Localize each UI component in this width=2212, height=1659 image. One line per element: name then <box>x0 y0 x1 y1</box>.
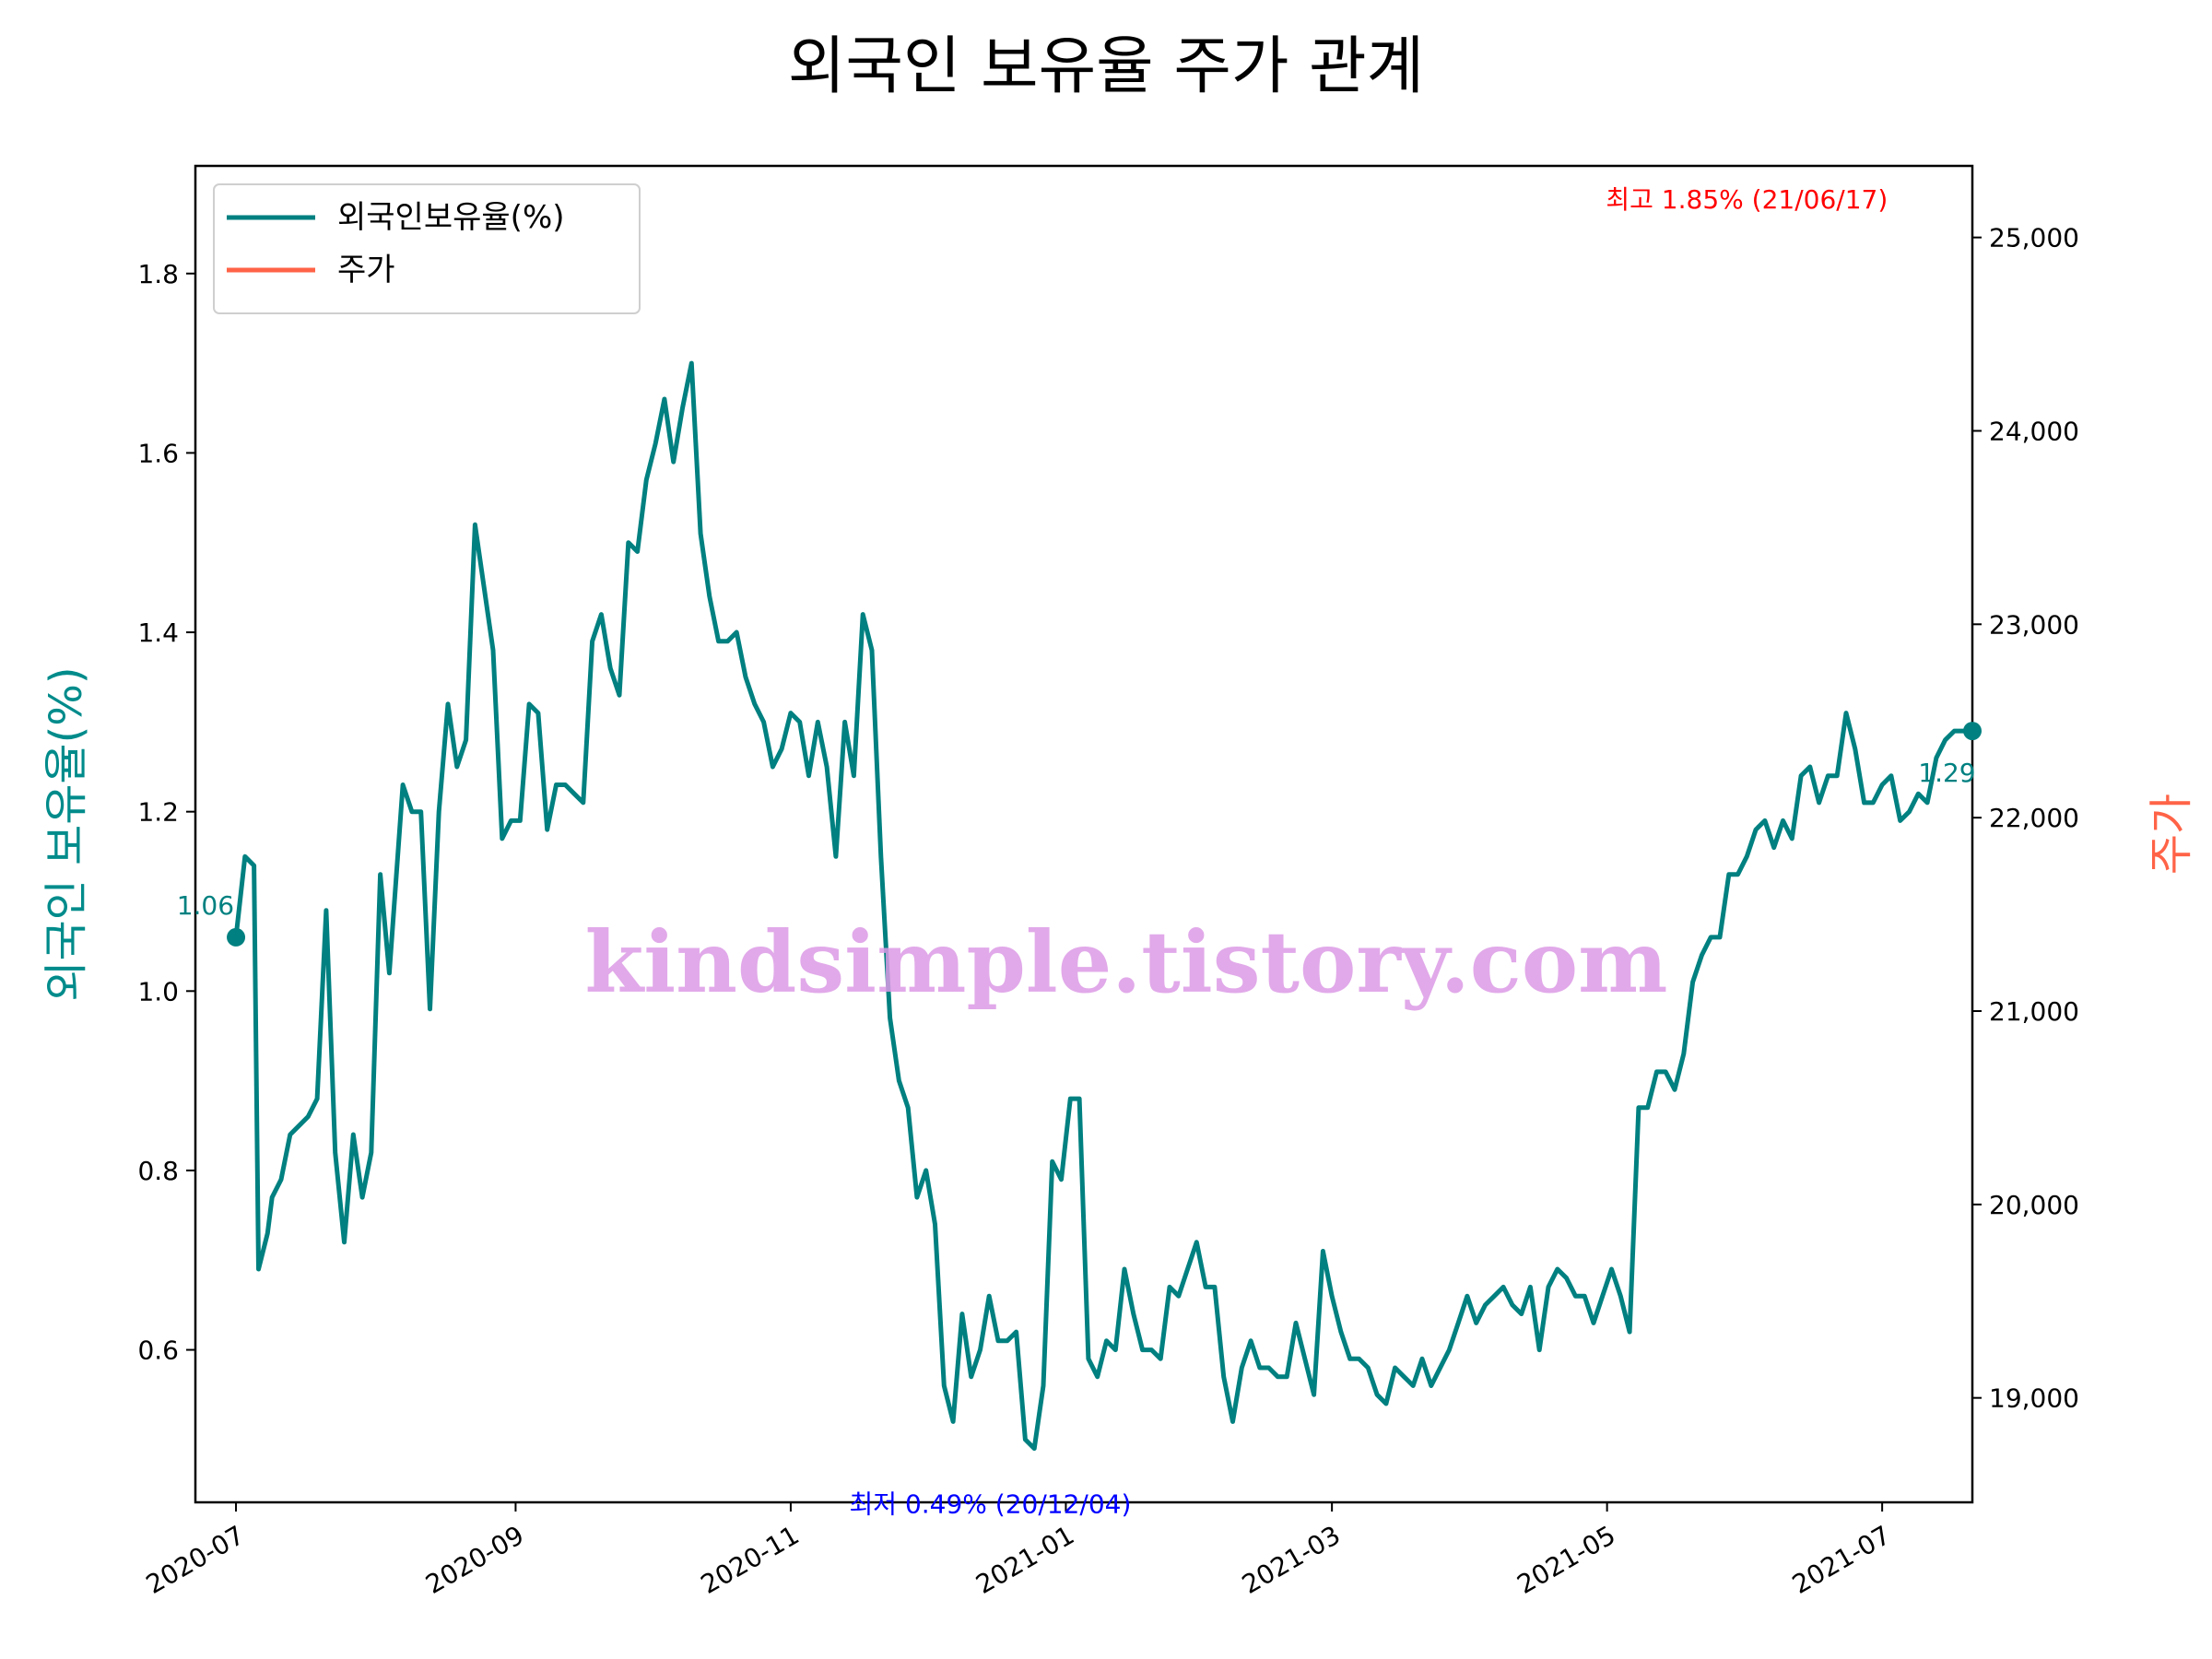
annotation-text: 최저 0.49% (20/12/04) <box>850 1489 1132 1520</box>
y2-tick-label: 20,000 <box>1989 1190 2079 1220</box>
y-tick-label: 1.2 <box>137 797 179 828</box>
y2-tick-label: 24,000 <box>1989 416 2079 446</box>
x-tick-label: 2020-11 <box>696 1520 805 1600</box>
y-tick-label: 1.0 <box>137 976 179 1006</box>
annotation-text: 최고 1.85% (21/06/17) <box>1606 184 1888 215</box>
series-line-foreign-holding <box>233 360 1972 1452</box>
watermark-text: kindsimple.tistory.com <box>584 912 1667 1012</box>
x-tick-label: 2021-01 <box>971 1520 1079 1600</box>
y-axis-left: 0.6 0.8 1.0 1.2 1.4 1.6 1.8 <box>137 259 195 1366</box>
legend-label-foreign-holding: 외국인보유율(%) <box>337 199 565 236</box>
end-point-marker <box>1963 722 1982 741</box>
y-tick-label: 0.8 <box>137 1156 179 1186</box>
x-tick-label: 2021-03 <box>1237 1520 1346 1600</box>
y-tick-label: 1.4 <box>137 618 179 648</box>
plot-area <box>194 164 1974 1504</box>
y-axis-right: 19,000 20,000 21,000 22,000 23,000 24,000 25,0… <box>1972 223 2079 1414</box>
y-tick-label: 0.6 <box>137 1335 179 1366</box>
y2-tick-label: 19,000 <box>1989 1383 2079 1414</box>
legend: 외국인보유율(%) 주가 <box>213 183 641 314</box>
y-tick-label: 1.8 <box>137 259 179 289</box>
series-layer <box>227 360 1982 1452</box>
y-axis-label: 외국인 보유율(%) <box>41 666 92 1001</box>
y2-tick-label: 23,000 <box>1989 609 2079 640</box>
y2-axis-label: 주가 <box>2146 794 2197 875</box>
annotation-text: 1.29 <box>1918 758 1975 788</box>
legend-label-stock-price: 주가 <box>337 252 395 288</box>
start-point-marker <box>227 927 246 947</box>
chart-title: 외국인 보유율 주가 관계 <box>788 30 1424 103</box>
y2-tick-label: 22,000 <box>1989 803 2079 833</box>
x-tick-label: 2021-07 <box>1787 1520 1896 1600</box>
y2-tick-label: 21,000 <box>1989 996 2079 1027</box>
annotation-text: 1.06 <box>177 890 234 921</box>
annotations: 최고 1.85% (21/06/17) 최저 0.49% (20/12/04) 1.… <box>177 184 1976 1519</box>
x-tick-label: 2020-07 <box>141 1520 250 1600</box>
legend-frame <box>213 183 641 314</box>
y-tick-label: 1.6 <box>137 438 179 468</box>
x-tick-label: 2021-05 <box>1512 1520 1621 1600</box>
x-tick-label: 2020-09 <box>420 1520 529 1600</box>
y2-tick-label: 25,000 <box>1989 223 2079 253</box>
